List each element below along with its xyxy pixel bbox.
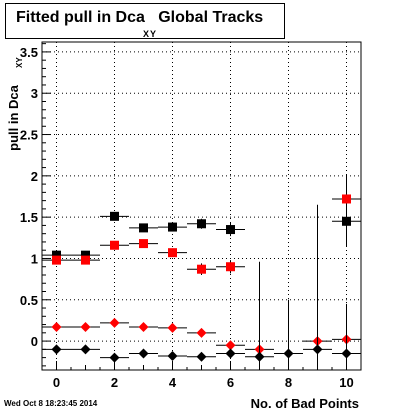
y-axis-label-group: pull in Dca XY (6, 57, 24, 151)
x-axis-label: No. of Bad Points (251, 396, 359, 411)
data-point-diamond (51, 344, 62, 355)
axes: 0 2 4 6 8 10 0 0.5 1 1.5 2 2.5 3 3.5 (20, 43, 354, 390)
data-point-diamond (225, 348, 236, 359)
data-point-square (342, 194, 351, 204)
x-tick-label: 10 (339, 375, 353, 390)
data-point-diamond (138, 322, 149, 333)
data-point-diamond (167, 322, 178, 333)
data-point-diamond (312, 344, 323, 355)
data-point-square (197, 264, 206, 274)
series-3 (42, 204, 361, 370)
series-2 (42, 317, 361, 360)
y-tick-label: 0.5 (20, 293, 38, 308)
plot-area (41, 41, 362, 371)
data-series (42, 174, 361, 370)
data-point-diamond (196, 327, 207, 338)
data-point-diamond (254, 351, 265, 362)
data-point-diamond (196, 351, 207, 362)
series-0 (42, 196, 361, 260)
data-point-square (226, 262, 235, 272)
data-point-diamond (109, 352, 120, 363)
chart-title-suffix: Global Tracks (158, 9, 264, 26)
chart-title-text: Fitted pull in Dca (16, 9, 145, 26)
y-tick-label: 1 (31, 251, 38, 266)
data-point-square (52, 255, 61, 265)
data-point-square (110, 240, 119, 250)
data-point-diamond (283, 348, 294, 359)
x-tick-label: 0 (53, 375, 60, 390)
y-tick-label: 3.5 (20, 45, 38, 60)
data-point-diamond (109, 317, 120, 328)
y-axis-label: pull in Dca (6, 84, 21, 151)
data-point-square (168, 222, 177, 232)
data-point-square (139, 239, 148, 249)
y-tick-label: 2 (31, 169, 38, 184)
data-point-diamond (225, 340, 236, 351)
x-tick-label: 6 (227, 375, 234, 390)
x-tick-label: 4 (169, 375, 177, 390)
series-1 (42, 174, 361, 275)
y-tick-label: 3 (31, 86, 38, 101)
data-point-square (81, 250, 90, 260)
data-point-diamond (80, 322, 91, 333)
chart-title-subscript: XY (143, 29, 158, 39)
y-tick-label: 1.5 (20, 210, 38, 225)
timestamp: Wed Oct 8 18:23:45 2014 (4, 399, 98, 408)
y-tick-label: 2.5 (20, 128, 38, 143)
data-point-square (197, 219, 206, 229)
data-point-square (168, 248, 177, 258)
data-point-square (226, 225, 235, 235)
y-tick-label: 0 (31, 334, 38, 349)
chart-title: Fitted pull in Dca Global Tracks (16, 9, 263, 27)
data-point-diamond (341, 348, 352, 359)
data-point-square (52, 250, 61, 260)
data-point-diamond (138, 348, 149, 359)
data-point-diamond (167, 350, 178, 361)
data-point-diamond (51, 322, 62, 333)
data-point-square (139, 223, 148, 233)
data-point-diamond (80, 344, 91, 355)
data-point-square (81, 255, 90, 265)
x-tick-label: 8 (285, 375, 292, 390)
y-axis-label-subscript: XY (15, 57, 24, 68)
data-point-square (110, 211, 119, 221)
chart-title-box: Fitted pull in Dca Global Tracks XY (5, 3, 285, 39)
x-tick-label: 2 (111, 375, 118, 390)
